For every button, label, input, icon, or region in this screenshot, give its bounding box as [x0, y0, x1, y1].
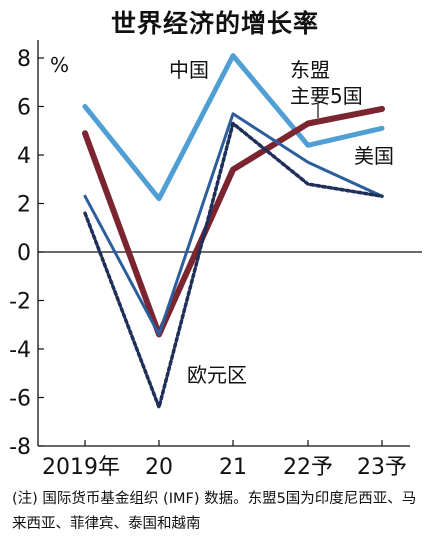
y-tick-label: -2 — [9, 290, 31, 315]
y-tick-label: -8 — [9, 435, 31, 460]
footnote: (注) 国际货币基金组织 (IMF) 数据。东盟5国为印度尼西亚、马来西亚、菲律… — [12, 491, 417, 532]
series-label: 东盟主要5国 — [290, 58, 363, 108]
series-lines — [82, 53, 385, 409]
x-tick-label: 22予 — [283, 455, 333, 480]
series-line — [83, 112, 384, 336]
series-line — [82, 105, 385, 338]
series-line — [82, 53, 385, 202]
y-tick-label: -6 — [9, 387, 31, 412]
y-tick-label: 6 — [17, 96, 31, 121]
x-tick-label: 2019年 — [42, 455, 120, 480]
chart-title: 世界经济的增长率 — [110, 9, 319, 38]
series-line — [83, 121, 384, 409]
y-axis-unit: % — [50, 53, 69, 77]
x-tick-label: 23予 — [357, 455, 407, 480]
y-tick-label: 0 — [17, 241, 31, 266]
y-tick-label: 8 — [17, 47, 31, 72]
y-tick-label: 2 — [17, 193, 31, 218]
y-tick-label: -4 — [9, 338, 31, 363]
series-label: 中国 — [169, 58, 209, 82]
series-label: 欧元区 — [187, 363, 247, 387]
y-tick-label: 4 — [17, 144, 31, 169]
x-tick-label: 20 — [145, 455, 173, 480]
series-label: 美国 — [354, 144, 394, 168]
x-tick-label: 21 — [219, 455, 247, 480]
